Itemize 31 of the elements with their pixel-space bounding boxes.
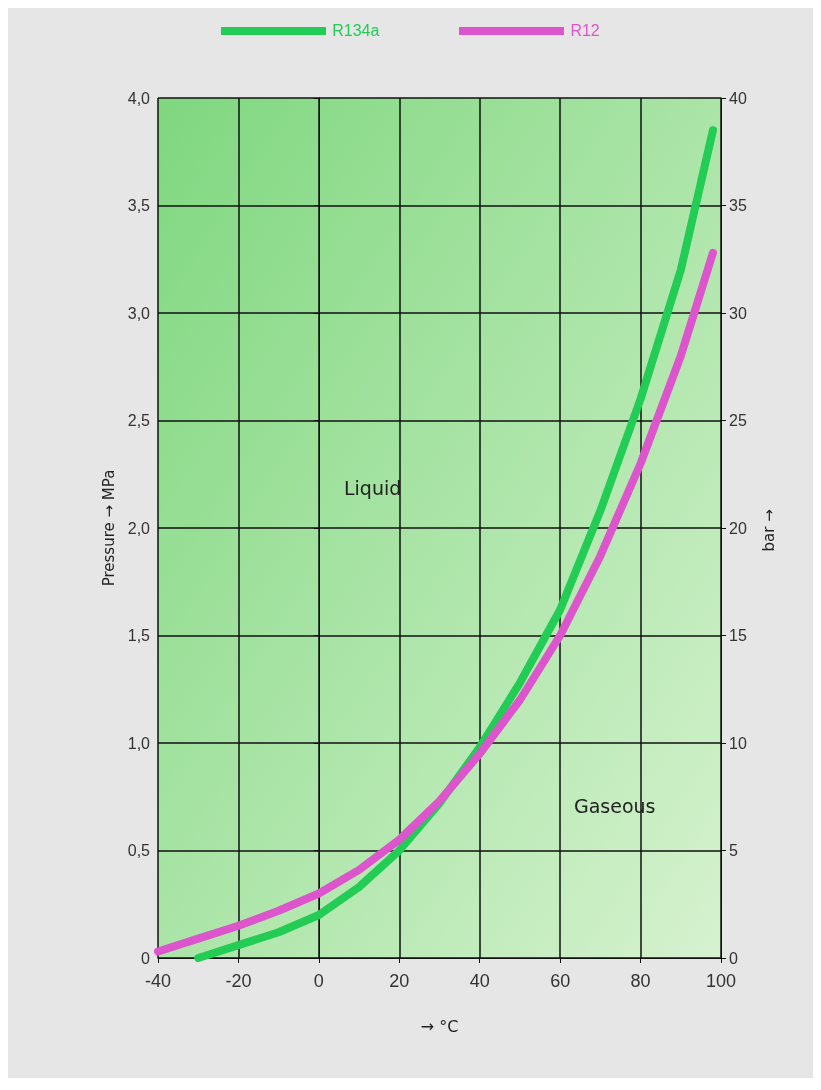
x-tick-label: 80 — [630, 971, 651, 991]
y-tick-label: 4,0 — [127, 89, 151, 107]
x-axis-title: → °C — [420, 1016, 459, 1036]
y-tick-label: 0,5 — [127, 842, 151, 859]
y-tick-label: 1,5 — [127, 627, 151, 644]
x-tick-label: 100 — [705, 971, 737, 991]
y-tick-label: 2,5 — [127, 412, 151, 429]
y2-axis-title: bar → — [759, 504, 778, 552]
y-tick-label: 1,0 — [127, 734, 151, 752]
x-tick-label: -20 — [225, 971, 252, 991]
y-axis-title: Pressure → MPa — [100, 469, 119, 587]
y2-tick-label: 0 — [729, 949, 738, 967]
y2-tick-label: 25 — [729, 412, 747, 429]
y2-tick-label: 40 — [729, 89, 747, 107]
y2-tick-label: 35 — [729, 197, 747, 214]
y2-tick-label: 10 — [729, 734, 747, 752]
x-tick-label: -40 — [144, 971, 172, 991]
x-tick-label: 20 — [389, 971, 410, 991]
x-tick-label: 0 — [313, 971, 324, 991]
y2-tick-label: 20 — [729, 519, 747, 537]
y-tick-label: 3,0 — [127, 304, 151, 322]
y-tick-label: 3,5 — [127, 197, 151, 214]
y2-tick-label: 15 — [729, 627, 747, 644]
x-tick-label: 60 — [550, 971, 571, 991]
y2-tick-label: 30 — [729, 304, 747, 322]
text: R134a — [332, 22, 380, 40]
y-tick-label: 2,0 — [127, 519, 151, 537]
y2-tick-label: 5 — [729, 842, 738, 859]
y-tick-label: 0 — [141, 949, 151, 967]
text: R12 — [570, 22, 600, 40]
x-tick-label: 40 — [469, 971, 490, 991]
